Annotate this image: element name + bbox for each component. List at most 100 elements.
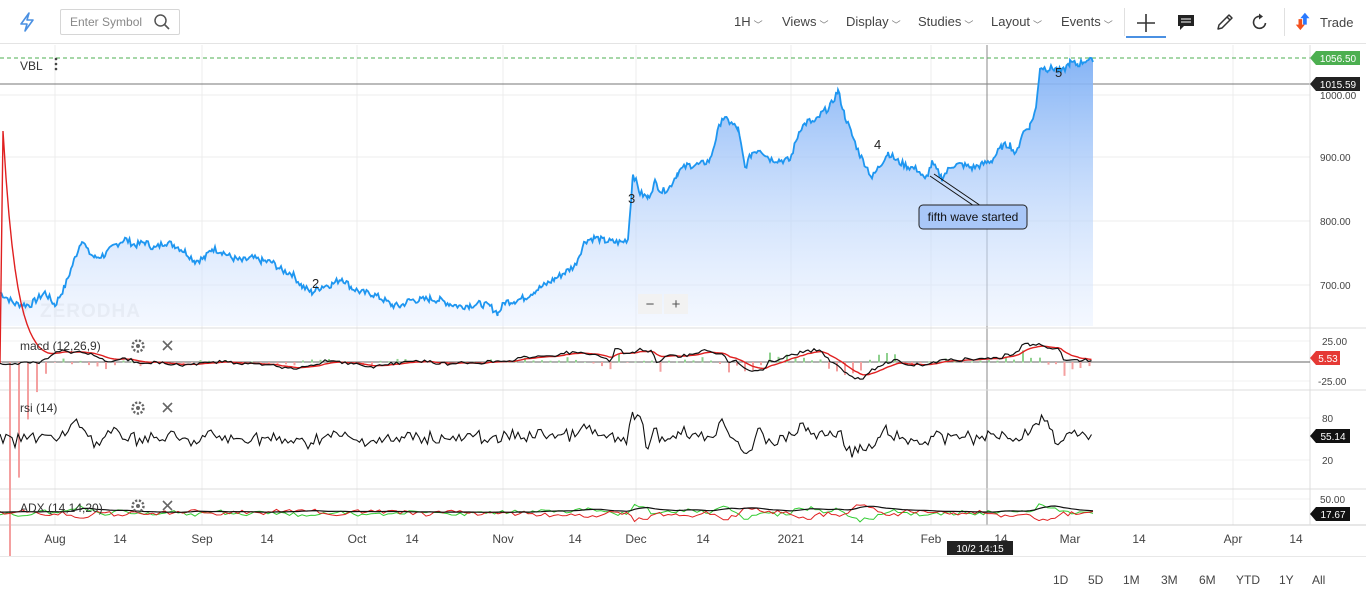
- display-menu[interactable]: Display ﹀: [846, 14, 901, 30]
- price-chart[interactable]: ZERODHA VBL 2 3 4 5 fifth wave started −…: [0, 45, 1366, 556]
- range-1m-button[interactable]: 1M: [1123, 573, 1140, 587]
- time-axis-label: 14: [113, 532, 127, 546]
- crosshair-price-tag: 1015.59: [1310, 77, 1360, 91]
- price-tick: 900.00: [1320, 153, 1351, 164]
- comment-icon[interactable]: [1175, 11, 1197, 33]
- time-axis-label: Aug: [44, 532, 65, 546]
- range-ytd-button[interactable]: YTD: [1236, 573, 1260, 587]
- layout-menu-label: Layout: [991, 14, 1031, 29]
- macd-line: [0, 342, 1092, 380]
- price-line: [0, 56, 1094, 317]
- rsi-settings-gear-icon[interactable]: [131, 401, 145, 415]
- rsi-tick: 80: [1322, 414, 1334, 425]
- adx-study-label: ADX (14,14,20): [20, 501, 103, 515]
- macd-tick: -25.00: [1318, 377, 1347, 388]
- time-axis-label: 2021: [778, 532, 805, 546]
- interval-menu-label: 1H: [734, 14, 751, 29]
- trade-arrows-icon[interactable]: [1293, 10, 1315, 32]
- rsi-value-tag: 55.14: [1310, 429, 1350, 443]
- adx-value: 17.67: [1320, 510, 1345, 521]
- chevron-down-icon: ﹀: [753, 20, 763, 30]
- price-axis[interactable]: 1000.00 900.00 800.00 700.00: [1320, 91, 1357, 292]
- symbol-search-input[interactable]: [61, 10, 153, 34]
- layout-menu[interactable]: Layout ﹀: [991, 14, 1043, 30]
- macd-close-icon[interactable]: [162, 340, 173, 351]
- views-menu[interactable]: Views ﹀: [782, 14, 829, 30]
- symbol-options-icon[interactable]: [54, 57, 58, 71]
- range-1d-button[interactable]: 1D: [1053, 573, 1069, 587]
- zoom-in-button[interactable]: +: [664, 294, 688, 314]
- crosshair-tool-button[interactable]: [1126, 8, 1166, 38]
- range-1y-button[interactable]: 1Y: [1279, 573, 1294, 587]
- zoom-in-label: +: [672, 296, 681, 313]
- studies-menu[interactable]: Studies ﹀: [918, 14, 974, 30]
- range-5d-button[interactable]: 5D: [1088, 573, 1104, 587]
- callout-annotation[interactable]: fifth wave started: [918, 173, 1028, 230]
- chevron-down-icon: ﹀: [891, 20, 901, 30]
- callout-text: fifth wave started: [928, 210, 1019, 224]
- adx-close-icon[interactable]: [162, 500, 173, 511]
- views-menu-label: Views: [782, 14, 817, 29]
- chevron-down-icon: ﹀: [964, 20, 974, 30]
- range-6m-button[interactable]: 6M: [1199, 573, 1216, 587]
- time-axis-label: Sep: [191, 532, 213, 546]
- rsi-value: 55.14: [1320, 432, 1345, 443]
- macd-value: 5.53: [1318, 354, 1338, 365]
- time-axis-label: 14: [850, 532, 864, 546]
- time-axis-label: 14: [1289, 532, 1303, 546]
- adx-tick: 50.00: [1320, 495, 1345, 506]
- rsi-close-icon[interactable]: [162, 402, 173, 413]
- studies-menu-label: Studies: [918, 14, 962, 29]
- pencil-draw-icon[interactable]: [1214, 11, 1236, 33]
- price-tick: 1000.00: [1320, 91, 1357, 102]
- macd-settings-gear-icon[interactable]: [131, 339, 145, 353]
- time-axis-label: 14: [405, 532, 419, 546]
- wave-label-4: 4: [874, 137, 881, 152]
- zoom-out-button[interactable]: −: [638, 294, 662, 314]
- time-axis-label: Apr: [1224, 532, 1243, 546]
- adx-line: [0, 505, 1094, 513]
- time-axis[interactable]: Aug 14 Sep 14 Oct 14 Nov 14 Dec 14 2021 14 Feb 14 Mar 1…: [44, 532, 1303, 546]
- crosshair-time-tag: 10/2 14:15: [947, 541, 1013, 555]
- current-price-value: 1056.50: [1320, 54, 1357, 65]
- symbol-search-box[interactable]: [60, 9, 180, 35]
- crosshair-time-value: 10/2 14:15: [956, 544, 1004, 555]
- display-menu-label: Display: [846, 14, 889, 29]
- time-axis-label: 14: [260, 532, 274, 546]
- wave-label-2: 2: [312, 276, 319, 291]
- range-all-button[interactable]: All: [1312, 573, 1326, 587]
- adx-settings-gear-icon[interactable]: [131, 499, 145, 513]
- time-axis-label: 14: [568, 532, 582, 546]
- time-axis-label: 14: [1132, 532, 1146, 546]
- macd-study-label: macd (12,26,9): [20, 339, 101, 353]
- time-axis-label: Nov: [492, 532, 513, 546]
- time-axis-label: Dec: [625, 532, 646, 546]
- events-menu-label: Events: [1061, 14, 1101, 29]
- rsi-study-label: rsi (14): [20, 401, 57, 415]
- range-3m-button[interactable]: 3M: [1161, 573, 1178, 587]
- time-axis-label: Feb: [921, 532, 942, 546]
- macd-tick: 25.00: [1322, 337, 1347, 348]
- events-menu[interactable]: Events ﹀: [1061, 14, 1113, 30]
- zoom-out-label: −: [646, 296, 655, 313]
- rsi-tick: 20: [1322, 456, 1334, 467]
- chevron-down-icon: ﹀: [1033, 20, 1043, 30]
- trade-button[interactable]: Trade: [1320, 15, 1354, 30]
- chevron-down-icon: ﹀: [1103, 20, 1113, 30]
- current-price-tag: 1056.50: [1310, 51, 1360, 65]
- crosshair-price-value: 1015.59: [1320, 80, 1357, 91]
- symbol-label: VBL: [20, 59, 43, 73]
- top-toolbar: 1H﹀ Views﹀ Display﹀ Studies﹀ Layout﹀ Eve…: [0, 0, 1366, 44]
- interval-menu[interactable]: 1H ﹀: [734, 14, 763, 30]
- price-area-fill: [0, 57, 1093, 327]
- chevron-down-icon: ﹀: [819, 20, 829, 30]
- price-tick: 800.00: [1320, 217, 1351, 228]
- time-axis-label: Oct: [348, 532, 367, 546]
- time-axis-label: 14: [696, 532, 710, 546]
- search-icon[interactable]: [153, 13, 171, 31]
- reset-rotate-icon[interactable]: [1249, 11, 1271, 33]
- toolbar-divider: [1124, 8, 1125, 36]
- wave-label-5: 5: [1055, 65, 1062, 80]
- lightning-bolt-icon[interactable]: [16, 11, 38, 33]
- wave-label-3: 3: [628, 191, 635, 206]
